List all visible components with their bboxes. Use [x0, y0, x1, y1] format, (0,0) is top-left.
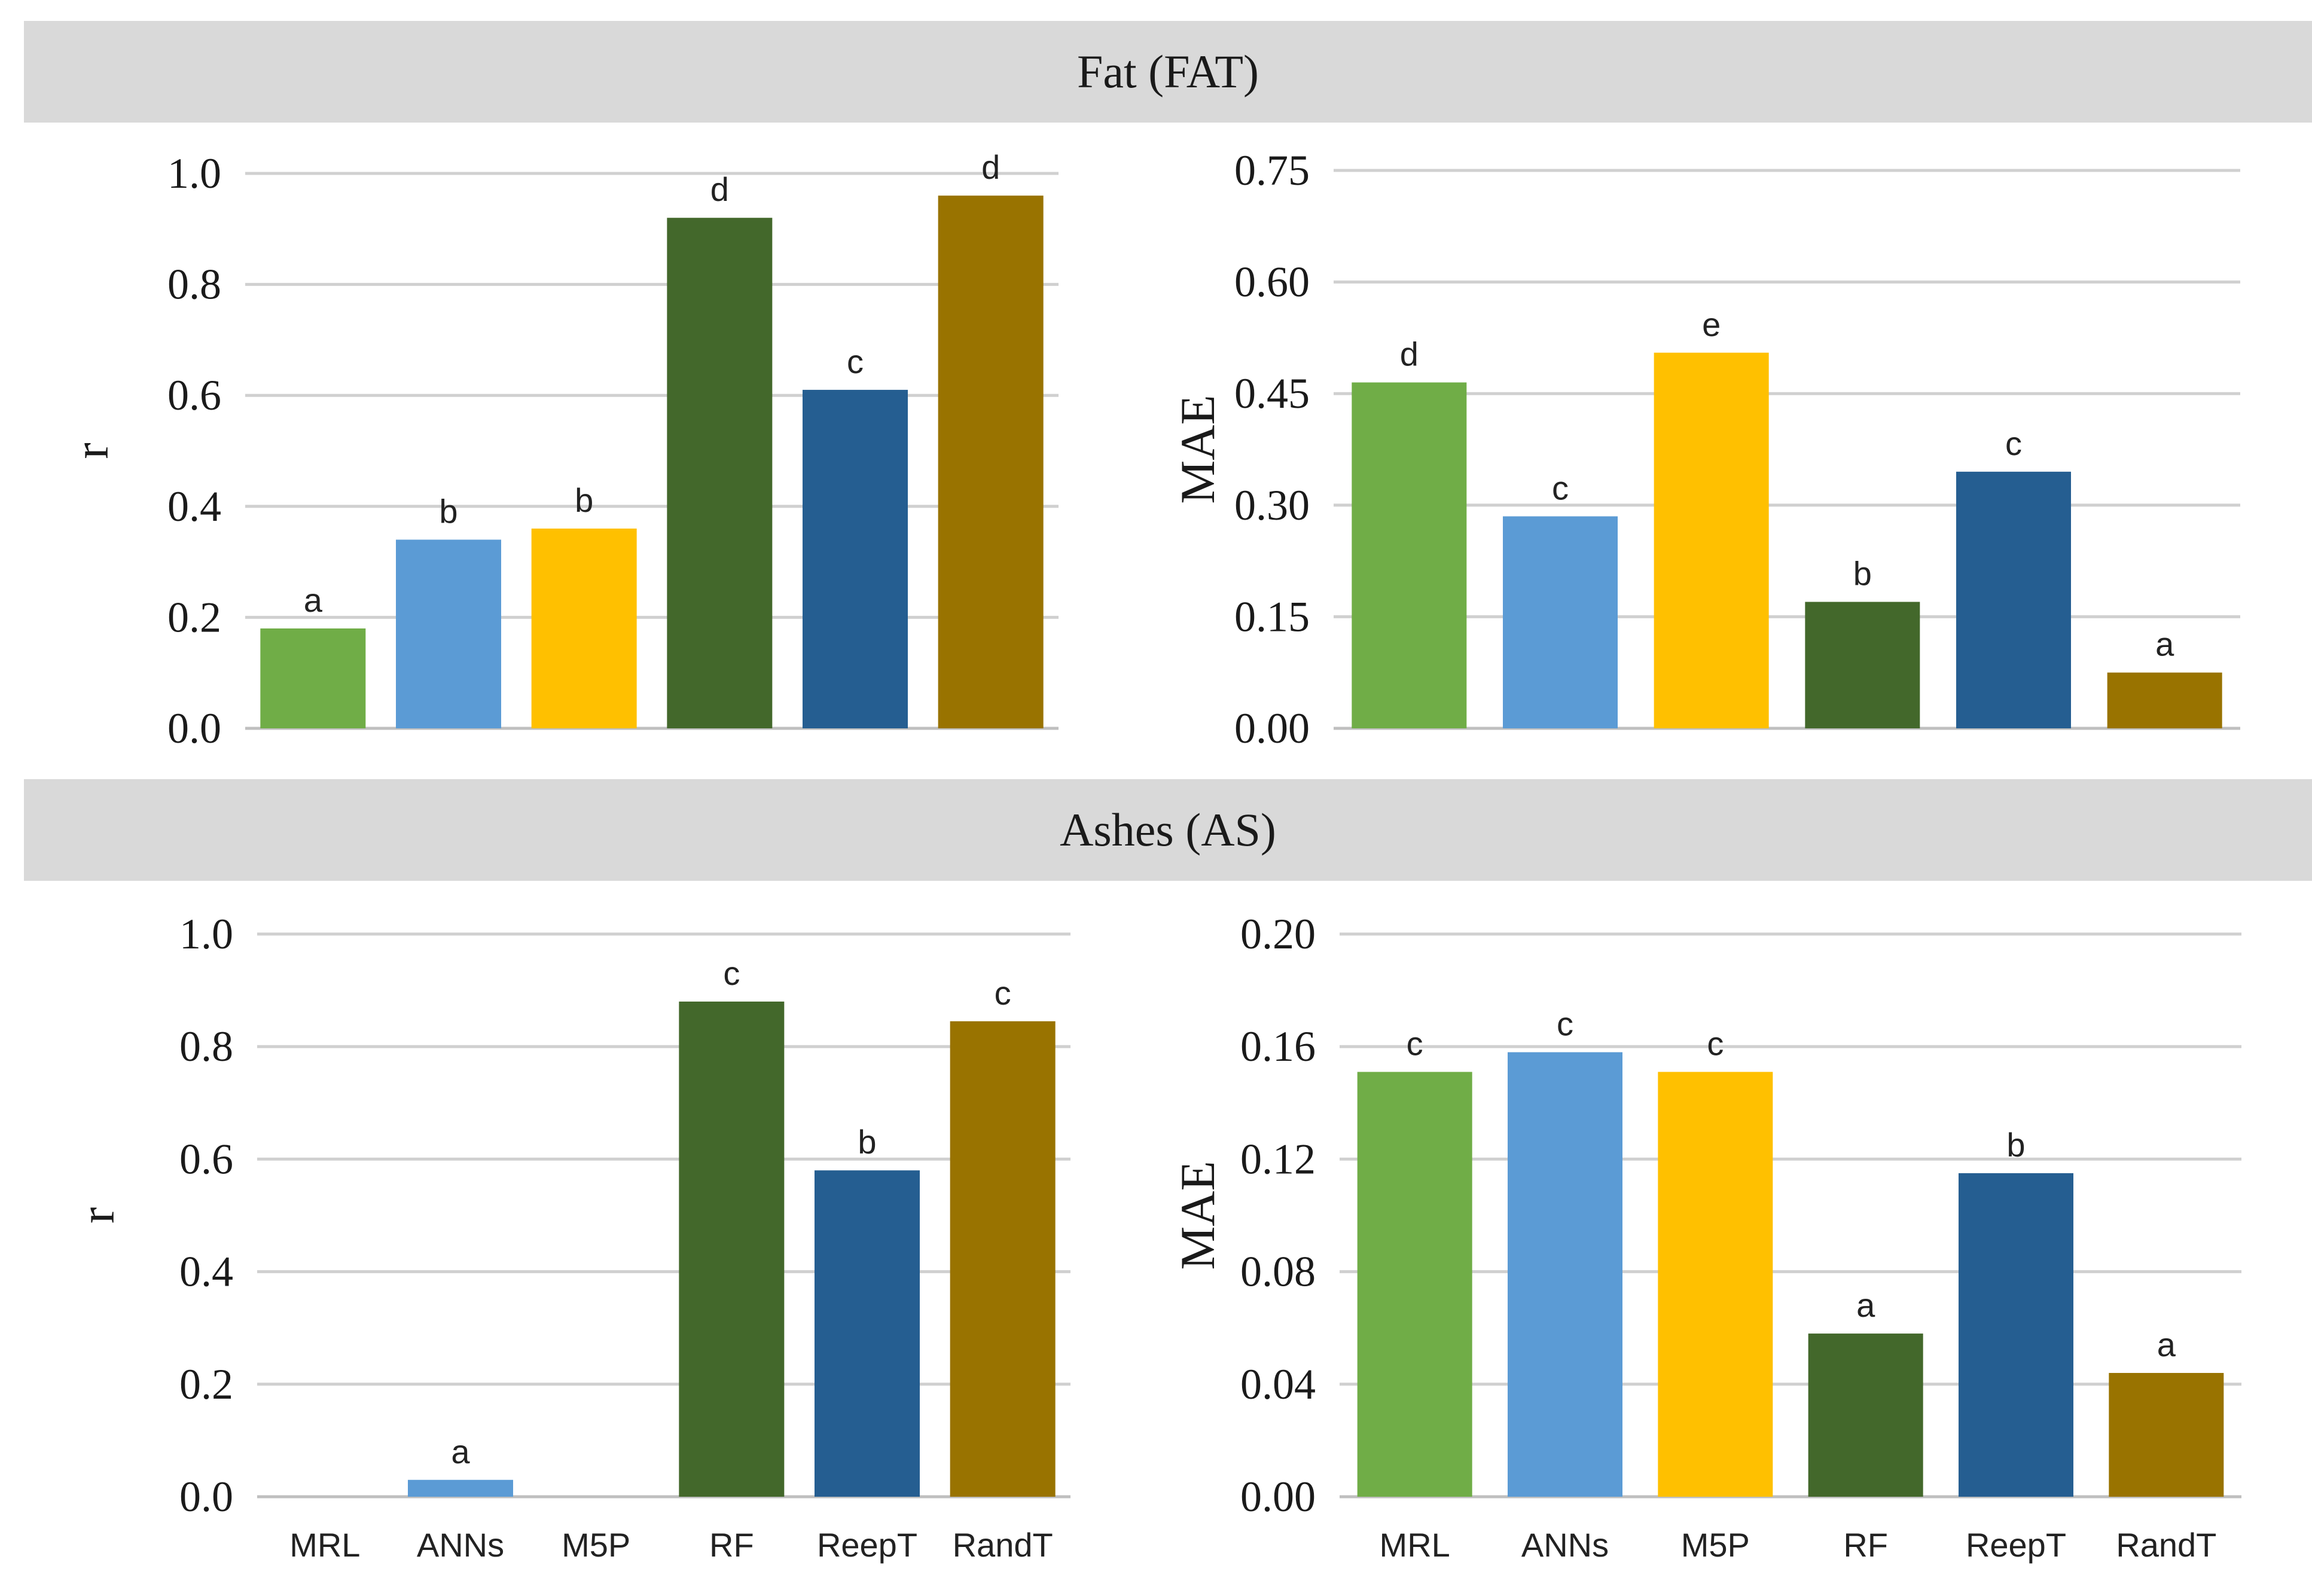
bar-anns: [1508, 1052, 1622, 1497]
category-label: M5P: [1681, 1526, 1750, 1564]
bar-randt: [2107, 672, 2222, 728]
bar-m5p: [1654, 352, 1769, 728]
significance-letter: a: [2155, 625, 2174, 663]
chart-ashes-mae: 0.00 0.04 0.08 0.12 0.16 0.20 MAE c MRL c ANNs c M5P…: [1170, 910, 2241, 1564]
significance-letter: c: [1557, 1005, 1573, 1043]
bar-rf: [667, 218, 773, 728]
bar-mrl: [260, 628, 366, 728]
significance-letter: e: [1702, 306, 1721, 343]
significance-letter: c: [1707, 1025, 1724, 1063]
y-tick-label: 0.0: [167, 704, 221, 752]
significance-letter: c: [1407, 1025, 1423, 1063]
category-label: MRL: [1380, 1526, 1450, 1564]
category-label: ReepT: [1966, 1526, 2066, 1564]
section-banner-fat: Fat (FAT): [24, 21, 2312, 123]
y-tick-label: 0.6: [167, 371, 221, 419]
significance-letter: b: [1853, 555, 1872, 593]
bar-anns: [396, 539, 501, 728]
significance-letter: a: [1856, 1286, 1875, 1324]
y-tick-label: 0.45: [1234, 370, 1310, 417]
bar-rf: [1805, 602, 1920, 728]
category-label: RF: [709, 1526, 754, 1564]
y-tick-label: 0.60: [1234, 258, 1310, 306]
significance-letter: a: [2157, 1326, 2176, 1363]
significance-letter: c: [2005, 425, 2022, 462]
bar-reept: [803, 389, 908, 728]
y-tick-label: 0.4: [167, 483, 221, 530]
bar-anns: [408, 1479, 513, 1497]
bar-reept: [1959, 1173, 2073, 1497]
y-axis-label: r: [64, 443, 118, 459]
significance-letter: b: [858, 1123, 876, 1161]
bar-randt: [2109, 1372, 2224, 1497]
y-tick-label: 0.6: [179, 1135, 233, 1183]
significance-letter: c: [723, 954, 740, 992]
bar-randt: [950, 1021, 1056, 1497]
bar-mrl: [1352, 382, 1467, 728]
bar-anns: [1503, 516, 1618, 728]
category-label: RandT: [953, 1526, 1053, 1564]
category-label: RandT: [2116, 1526, 2216, 1564]
bar-rf: [679, 1001, 785, 1497]
y-tick-label: 0.16: [1240, 1023, 1316, 1070]
y-tick-label: 0.8: [179, 1023, 233, 1070]
bar-m5p: [1658, 1072, 1773, 1497]
section-banner-ashes: Ashes (AS): [24, 779, 2312, 881]
y-tick-label: 0.15: [1234, 593, 1310, 640]
category-label: ReepT: [817, 1526, 917, 1564]
y-tick-label: 0.2: [167, 593, 221, 641]
bar-reept: [815, 1170, 920, 1497]
y-axis-label: MAE: [1170, 1161, 1225, 1270]
significance-letter: c: [995, 974, 1011, 1012]
y-tick-label: 0.2: [179, 1360, 233, 1408]
y-tick-label: 0.04: [1240, 1360, 1316, 1408]
significance-letter: c: [847, 343, 864, 380]
y-tick-label: 0.00: [1240, 1473, 1316, 1521]
category-label: ANNs: [1521, 1526, 1609, 1564]
significance-letter: b: [575, 481, 593, 519]
bar-reept: [1956, 471, 2071, 728]
chart-fat-mae: 0.00 0.15 0.30 0.45 0.60 0.75 MAE d c e b c a: [1170, 147, 2240, 752]
y-tick-label: 0.12: [1240, 1135, 1316, 1183]
category-label: M5P: [562, 1526, 630, 1564]
category-label: MRL: [289, 1526, 360, 1564]
significance-letter: d: [1400, 335, 1419, 373]
y-tick-label: 0.4: [179, 1248, 233, 1296]
significance-letter: a: [451, 1433, 470, 1470]
bar-mrl: [1357, 1072, 1472, 1497]
y-tick-label: 1.0: [167, 149, 221, 197]
significance-letter: d: [710, 170, 729, 208]
y-axis-label: r: [70, 1207, 124, 1223]
bar-m5p: [531, 528, 637, 728]
y-tick-label: 0.08: [1240, 1248, 1316, 1296]
significance-letter: b: [439, 492, 457, 530]
y-tick-label: 1.0: [179, 910, 233, 958]
y-tick-label: 0.75: [1234, 147, 1310, 194]
section-title: Ashes (AS): [1060, 804, 1276, 856]
y-tick-label: 0.0: [179, 1473, 233, 1521]
y-tick-label: 0.30: [1234, 481, 1310, 529]
y-tick-label: 0.20: [1240, 910, 1316, 958]
significance-letter: d: [981, 148, 1000, 186]
y-tick-label: 0.8: [167, 261, 221, 309]
bar-randt: [938, 196, 1044, 728]
bar-rf: [1808, 1333, 1923, 1497]
chart-fat-r: 0.0 0.2 0.4 0.6 0.8 1.0 r a b b d c d: [64, 148, 1059, 752]
chart-ashes-r: 0.0 0.2 0.4 0.6 0.8 1.0 r MRL a ANNs M5P c RF b ReepT c…: [70, 910, 1070, 1564]
category-label: RF: [1843, 1526, 1888, 1564]
significance-letter: c: [1552, 469, 1569, 506]
y-tick-label: 0.00: [1234, 704, 1310, 752]
category-label: ANNs: [417, 1526, 504, 1564]
significance-letter: b: [2006, 1126, 2025, 1164]
y-axis-label: MAE: [1170, 395, 1225, 503]
significance-letter: a: [304, 581, 323, 619]
section-title: Fat (FAT): [1076, 45, 1259, 97]
